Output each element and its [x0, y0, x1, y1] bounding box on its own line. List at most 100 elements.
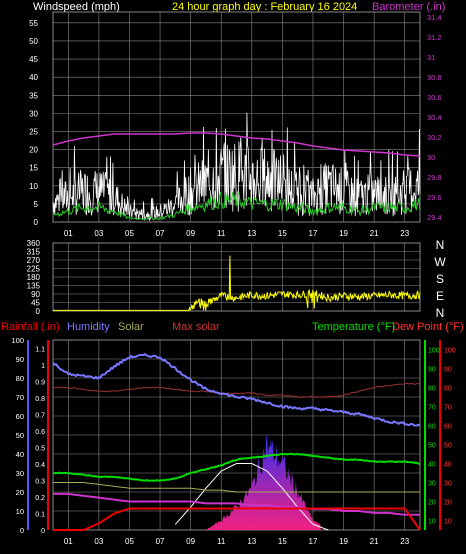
dewpoint-y-tick-label: 90: [444, 367, 452, 374]
temp-x-tick-label: 13: [247, 537, 256, 546]
humidity-y-tick-label: 0: [20, 526, 24, 535]
rainfall-y-tick-label: 1: [41, 363, 45, 370]
compass-label: E: [436, 289, 444, 303]
wind-series: [52, 112, 421, 222]
rainfall-y-tick-label: 0.3: [35, 478, 45, 485]
wind-y-tick-label: 35: [29, 91, 38, 100]
temp-x-tick-label: 03: [94, 537, 103, 546]
barometer-y-tick-label: 31: [427, 53, 435, 62]
barometer-y-tick-label: 29.8: [427, 173, 442, 182]
dewpoint-y-tick-label: 100: [444, 348, 456, 355]
barometer-y-tick-label: 30: [427, 153, 435, 162]
wind-y-tick-label: 30: [29, 109, 38, 118]
barometer-axis-title: Barometer (.in): [372, 1, 445, 13]
wind-direction-line: [53, 255, 421, 311]
wind-x-tick-label: 13: [247, 229, 256, 238]
wind-x-tick-label: 19: [339, 229, 348, 238]
barometer-y-tick-label: 30.6: [427, 93, 442, 102]
wind-y-ticks: 0 5 10 15 20 25 30 35 40 45 50 55: [29, 19, 38, 227]
barometer-y-tick-label: 31.2: [427, 33, 442, 42]
temp-x-tick-label: 19: [339, 537, 348, 546]
humidity-y-tick-label: 50: [16, 431, 24, 440]
wind-x-tick-label: 05: [125, 229, 134, 238]
wind-x-tick-label: 17: [309, 229, 318, 238]
wind-x-tick-label: 21: [370, 229, 379, 238]
compass-label: S: [436, 272, 444, 286]
temperature-humidity-panel: 10090807060504030201001.110.90.80.70.60.…: [11, 336, 455, 546]
solar-legend: Solar: [118, 321, 144, 333]
temp-x-tick-label: 05: [125, 537, 134, 546]
direction-y-tick-label: 135: [27, 282, 41, 291]
wind-y-tick-label: 10: [29, 182, 38, 191]
direction-series: [53, 255, 421, 311]
humidity-y-tick-label: 70: [16, 393, 24, 402]
temp-x-tick-label: 21: [370, 537, 379, 546]
temperature-y-tick-label: 100: [428, 348, 440, 355]
temperature-y-tick-label: 80: [428, 386, 436, 393]
barometer-y-tick-label: 30.8: [427, 73, 442, 82]
wind-average-line: [52, 192, 421, 221]
humidity-line: [52, 352, 421, 427]
solar-area: [205, 432, 321, 530]
temp-x-ticks: 01 03 05 07 09 11 13 15 17 19 21 23: [64, 537, 410, 546]
dewpoint-y-tick-label: 60: [444, 424, 452, 431]
temp-grid: [53, 339, 420, 531]
dewpoint-y-tick-label: 30: [444, 481, 452, 488]
wind-y-tick-label: 5: [34, 200, 39, 209]
humidity-y-tick-label: 80: [16, 374, 24, 383]
wind-y-tick-label: 50: [29, 37, 38, 46]
wind-y-tick-label: 40: [29, 73, 38, 82]
wind-y-tick-label: 0: [34, 218, 39, 227]
solar-trend-line: [53, 492, 420, 516]
direction-y-tick-label: 315: [27, 248, 41, 257]
rainfall-y-tick-label: 0.4: [35, 462, 45, 469]
barometer-y-ticks: 29.4 29.6 29.8 30 30.2 30.4 30.6 30.8 31 31.2 31.4: [427, 13, 442, 222]
dewpoint-y-tick-label: 70: [444, 405, 452, 412]
temp-x-tick-label: 17: [309, 537, 318, 546]
rainfall-y-tick-label: 1.1: [35, 346, 45, 353]
dewpoint-y-tick-label: 80: [444, 386, 452, 393]
max-solar-line: [174, 463, 329, 531]
temperature-y-tick-label: 50: [428, 443, 436, 450]
rainfall-y-tick-label: 0.1: [35, 511, 45, 518]
wind-x-tick-label: 01: [64, 229, 73, 238]
humidity-y-tick-label: 90: [16, 355, 24, 364]
direction-y-tick-label: 0: [36, 307, 41, 316]
max-solar-legend: Max solar: [172, 321, 220, 333]
rainfall-line: [53, 507, 421, 531]
humidity-y-tick-label: 40: [16, 450, 24, 459]
humidity-legend: Humidity: [67, 321, 110, 333]
barometer-y-tick-label: 30.2: [427, 133, 442, 142]
dewpoint-y-tick-label: 40: [444, 462, 452, 469]
temperature-line: [52, 452, 421, 483]
rainfall-y-tick-label: 0.7: [35, 412, 45, 419]
barometer-y-tick-label: 29.4: [427, 213, 442, 222]
rainfall-y-tick-label: 0.2: [35, 495, 45, 502]
humidity-y-tick-label: 60: [16, 412, 24, 421]
chart-title: 24 hour graph day : February 16 2024: [172, 1, 357, 13]
barometer-y-tick-label: 30.4: [427, 113, 442, 122]
humidity-y-tick-label: 30: [16, 469, 24, 478]
barometer-y-tick-label: 31.4: [427, 13, 442, 22]
wind-x-tick-label: 23: [400, 229, 409, 238]
rainfall-y-tick-label: 0.8: [35, 396, 45, 403]
direction-y-tick-label: 270: [27, 256, 41, 265]
temp-axes: 10090807060504030201001.110.90.80.70.60.…: [11, 336, 455, 535]
wind-y-tick-label: 15: [29, 164, 38, 173]
rainfall-y-tick-label: 0: [41, 528, 45, 535]
dewpoint-y-tick-label: 50: [444, 443, 452, 450]
temperature-y-tick-label: 20: [428, 500, 436, 507]
temp-x-tick-label: 09: [186, 537, 195, 546]
temperature-y-tick-label: 90: [428, 367, 436, 374]
temperature-y-tick-label: 40: [428, 462, 436, 469]
humidity-y-tick-label: 10: [16, 507, 24, 516]
humidity-y-tick-label: 20: [16, 488, 24, 497]
rainfall-axis-title: Rainfall (.in): [1, 321, 60, 333]
humidity-y-tick-label: 100: [11, 336, 24, 345]
barometer-line: [52, 132, 421, 157]
wind-x-tick-label: 09: [186, 229, 195, 238]
temperature-y-tick-label: 30: [428, 481, 436, 488]
direction-y-tick-label: 180: [27, 273, 41, 282]
dewpoint-y-tick-label: 10: [444, 519, 452, 526]
